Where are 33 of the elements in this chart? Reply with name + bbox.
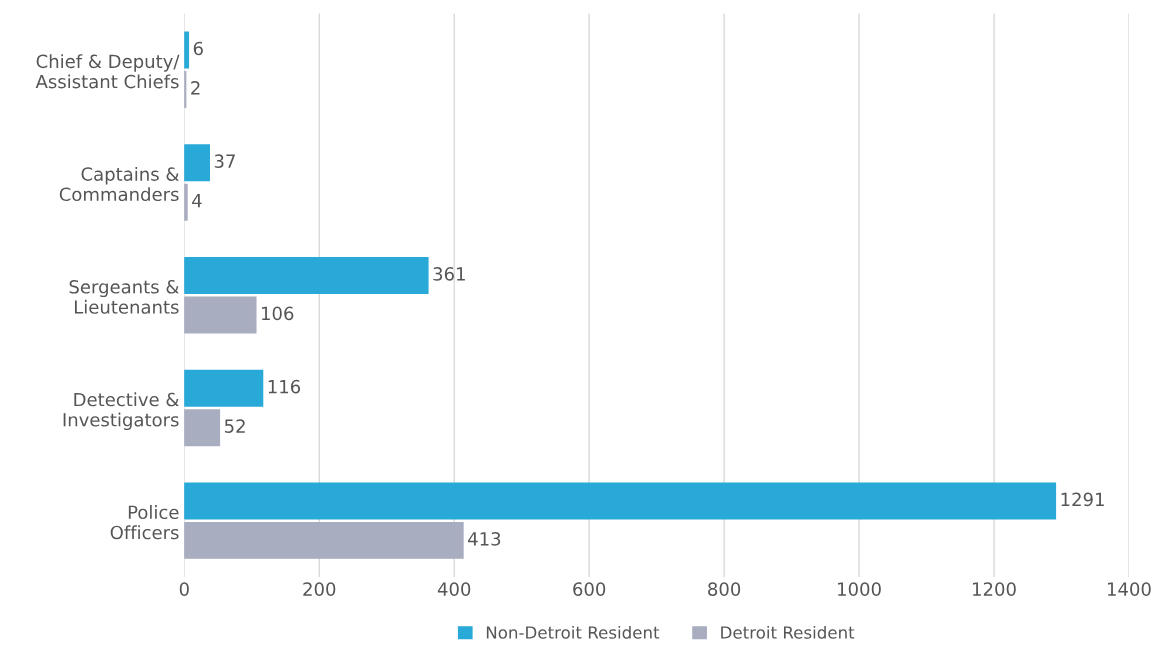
x-tick-label: 1400 bbox=[1107, 582, 1151, 596]
bar bbox=[184, 257, 429, 294]
x-tick-label: 0 bbox=[179, 582, 189, 596]
data-label: 4 bbox=[192, 194, 202, 208]
bar bbox=[184, 144, 210, 182]
y-tick-label: Detective & Investigators bbox=[63, 392, 179, 431]
data-label: 361 bbox=[433, 267, 465, 281]
data-label: 1291 bbox=[1061, 492, 1104, 507]
x-tick-label: 200 bbox=[303, 582, 336, 596]
data-label: 37 bbox=[214, 154, 235, 169]
x-tick-label: 1200 bbox=[973, 582, 1016, 596]
y-tick-label: Captains & Commanders bbox=[59, 166, 179, 202]
legend-label: Detroit Resident bbox=[721, 625, 855, 639]
data-label: 6 bbox=[193, 41, 203, 56]
x-tick-label: 800 bbox=[708, 582, 741, 596]
data-label: 413 bbox=[468, 532, 501, 546]
bar bbox=[184, 183, 188, 221]
y-tick-label: Sergeants & Lieutenants bbox=[69, 279, 179, 314]
bar bbox=[184, 409, 221, 447]
y-tick-label: Chief & Deputy/ Assistant Chiefs bbox=[35, 54, 180, 89]
bar bbox=[184, 296, 257, 334]
data-label: 2 bbox=[191, 81, 200, 95]
y-tick-label: Police Officers bbox=[110, 505, 179, 540]
x-tick-label: 600 bbox=[573, 582, 606, 596]
bar bbox=[184, 482, 1057, 520]
bar bbox=[184, 521, 464, 559]
bar bbox=[184, 369, 264, 407]
legend-label: Non-Detroit Resident bbox=[486, 625, 660, 639]
data-label: 52 bbox=[224, 419, 245, 433]
data-label: 116 bbox=[268, 379, 301, 394]
x-tick-label: 400 bbox=[437, 582, 471, 596]
data-label: 106 bbox=[261, 306, 294, 321]
x-tick-label: 1000 bbox=[838, 582, 881, 596]
